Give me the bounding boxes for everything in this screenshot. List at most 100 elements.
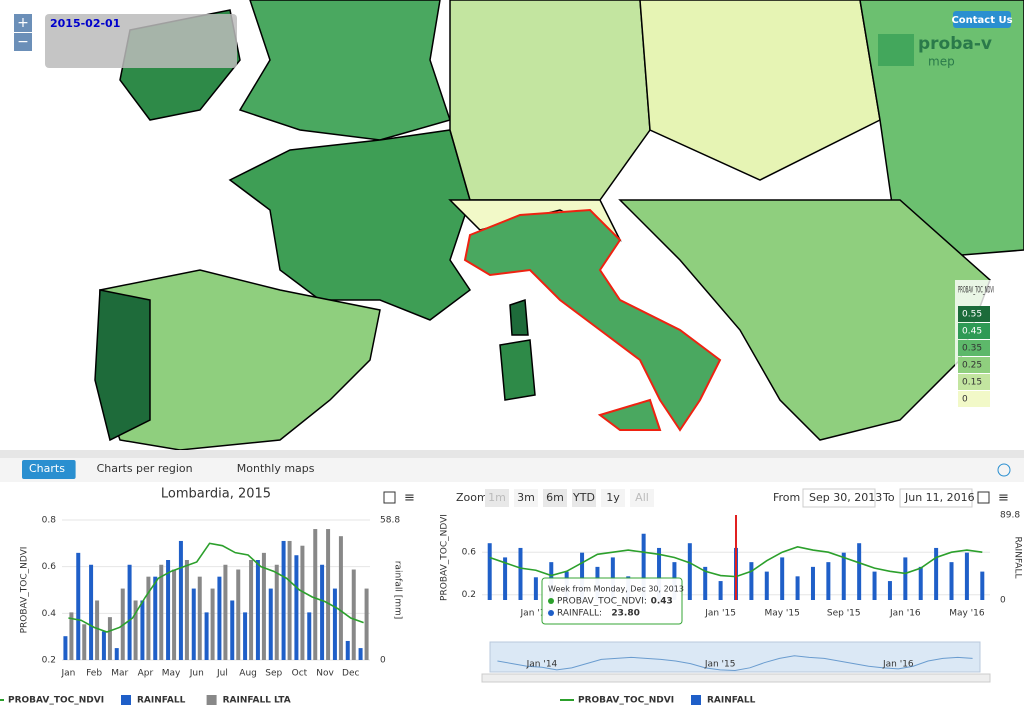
- legend-label: 0.55: [962, 310, 982, 320]
- to-label: To: [882, 491, 895, 504]
- bar: [351, 569, 356, 660]
- bar: [140, 600, 145, 660]
- legend-label[interactable]: PROBAV_TOC_NDVI: [8, 696, 104, 706]
- bar: [964, 552, 969, 600]
- zoom-out[interactable]: −: [17, 34, 29, 50]
- tooltip-value: 23.80: [611, 609, 639, 619]
- x-tick-label: Nov: [316, 669, 334, 679]
- to-date[interactable]: Jun 11, 2016: [904, 491, 975, 504]
- bar: [204, 612, 209, 660]
- bar: [76, 552, 81, 660]
- bar: [503, 557, 508, 600]
- zoom-button-label[interactable]: YTD: [572, 491, 595, 504]
- zoom-button[interactable]: [601, 489, 625, 507]
- bar: [217, 576, 222, 660]
- x-tick-label: Dec: [342, 669, 359, 679]
- y-tick-label: 0.8: [42, 516, 57, 526]
- logo-sub: mep: [928, 55, 955, 69]
- bar: [69, 612, 74, 660]
- zoom-in[interactable]: +: [17, 15, 29, 31]
- tab-bar: [0, 458, 1024, 482]
- bar: [101, 631, 106, 660]
- date-box: [45, 14, 237, 68]
- y-tick-label: 0.6: [42, 562, 57, 572]
- bar: [364, 588, 369, 660]
- bar: [749, 562, 754, 600]
- bar: [949, 562, 954, 600]
- legend-label[interactable]: RAINFALL: [707, 696, 756, 706]
- bar: [345, 640, 350, 660]
- navigator-label: Jan '16: [882, 660, 914, 670]
- bar: [274, 564, 279, 660]
- y-tick-label: 0.6: [462, 548, 477, 558]
- bar: [764, 571, 769, 600]
- to-input[interactable]: [899, 488, 973, 508]
- zoom-button-label[interactable]: All: [635, 491, 649, 504]
- legend-label[interactable]: PROBAV_TOC_NDVI: [578, 696, 674, 706]
- contact[interactable]: Contact Us: [951, 15, 1012, 26]
- zoom-button-label[interactable]: 3m: [517, 491, 535, 504]
- bar: [197, 576, 202, 660]
- map: [94, 0, 1024, 451]
- contact-button[interactable]: [953, 11, 1011, 28]
- bar: [780, 557, 785, 600]
- zoom-button-label[interactable]: 1m: [488, 491, 506, 504]
- y2-axis-label: rainfall [mm]: [393, 561, 403, 620]
- x-tick-label: Apr: [138, 669, 154, 679]
- x-tick-label: May: [162, 669, 181, 679]
- bar: [718, 581, 723, 600]
- tooltip-value: 0.43: [651, 597, 673, 607]
- zoom-out-button[interactable]: [14, 33, 32, 51]
- from-input[interactable]: [802, 488, 876, 508]
- bar: [487, 543, 492, 600]
- region: [509, 298, 529, 336]
- checkbox[interactable]: [977, 491, 990, 504]
- tooltip-name: PROBAV_TOC_NDVI:: [557, 597, 647, 607]
- checkbox[interactable]: [383, 491, 396, 504]
- bar: [887, 581, 892, 600]
- bar: [872, 571, 877, 600]
- legend-swatch: [206, 695, 217, 705]
- scrollbar[interactable]: [481, 673, 991, 683]
- from-label: From: [773, 491, 800, 504]
- bar: [294, 555, 299, 660]
- bar: [236, 569, 241, 660]
- tab-active[interactable]: [22, 460, 76, 479]
- region: [597, 398, 662, 431]
- from-date[interactable]: Sep 30, 2013: [809, 491, 882, 504]
- bar: [580, 552, 585, 600]
- tab[interactable]: Charts: [29, 462, 65, 475]
- legend-label[interactable]: RAINFALL: [137, 696, 186, 706]
- bar: [249, 560, 254, 660]
- zoom-in-button[interactable]: [14, 14, 32, 32]
- zoom-button[interactable]: [630, 489, 654, 507]
- region: [639, 0, 881, 181]
- zoom-button[interactable]: [543, 489, 567, 507]
- y-tick-label: 0.4: [42, 609, 57, 619]
- menu-icon: ≡: [404, 491, 415, 506]
- navigator-label: Jan '15: [704, 660, 736, 670]
- legend-label[interactable]: RAINFALL LTA: [223, 696, 291, 706]
- bar: [255, 560, 260, 660]
- legend-swatch: [691, 695, 701, 705]
- zoom-button[interactable]: [572, 489, 596, 507]
- y-tick-label: 0.2: [42, 656, 56, 666]
- zoom-button[interactable]: [485, 489, 509, 507]
- zoom-button-label[interactable]: 6m: [546, 491, 564, 504]
- legend-swatch: [958, 391, 990, 407]
- navigator[interactable]: [489, 641, 981, 673]
- bar: [107, 617, 112, 660]
- zoom-button[interactable]: [514, 489, 538, 507]
- x-tick-label: Sep '15: [827, 609, 861, 619]
- x-tick-label: May '16: [949, 609, 985, 619]
- tooltip-header: Week from Monday, Dec 30, 2013: [548, 585, 684, 594]
- tab[interactable]: Monthly maps: [237, 462, 315, 475]
- bar: [82, 624, 87, 660]
- region: [238, 0, 451, 141]
- bar: [533, 577, 538, 600]
- zoom-button-label[interactable]: 1y: [606, 491, 620, 504]
- collapse-button[interactable]: [997, 463, 1011, 477]
- tab[interactable]: Charts per region: [97, 462, 193, 475]
- bar: [166, 560, 171, 660]
